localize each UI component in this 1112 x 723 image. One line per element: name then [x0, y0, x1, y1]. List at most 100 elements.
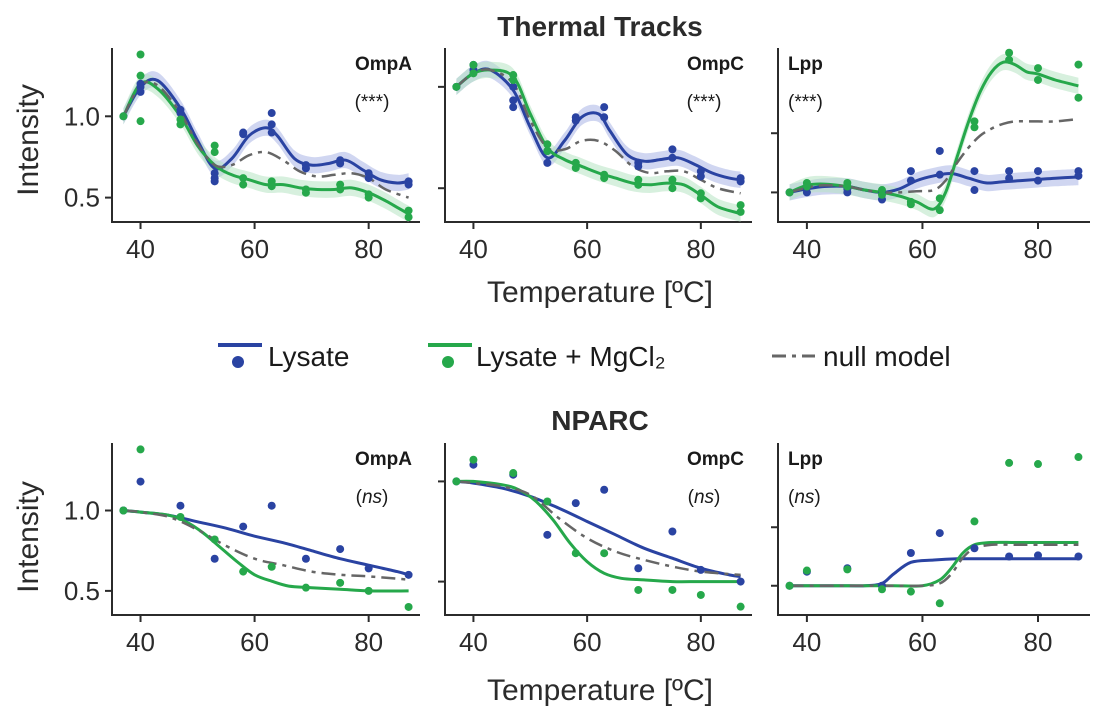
- data-point-mgcl2: [571, 549, 580, 558]
- data-point-mgcl2: [634, 180, 643, 189]
- data-point-lysate: [336, 545, 345, 554]
- legend: Lysate Lysate + MgCl₂ null model: [218, 341, 951, 372]
- x-tick-label: 40: [792, 627, 821, 657]
- data-point-lysate: [600, 103, 609, 112]
- data-point-lysate: [634, 162, 643, 171]
- x-tick-label: 60: [240, 234, 269, 264]
- data-point-lysate: [843, 188, 852, 197]
- data-point-mgcl2: [668, 175, 677, 184]
- axes-bottom-ompc: [444, 443, 752, 616]
- data-point-lysate: [364, 564, 373, 573]
- series-line-mgcl2: [123, 509, 409, 593]
- data-point-mgcl2: [119, 112, 128, 121]
- data-point-mgcl2: [802, 566, 811, 575]
- x-tick-label: 60: [573, 627, 602, 657]
- data-point-mgcl2: [970, 517, 979, 526]
- x-tick-label: 60: [908, 627, 937, 657]
- axes-top-ompc: [444, 48, 752, 223]
- series-line-null_model: [455, 68, 741, 195]
- data-point-mgcl2: [543, 497, 552, 506]
- panel-top-ompa: 40 60 80 0.5 1.0 OmpA (***): [64, 48, 420, 264]
- legend-mgcl2-label: Lysate + MgCl₂: [476, 341, 666, 372]
- data-point-mgcl2: [785, 581, 794, 590]
- data-point-lysate: [696, 172, 705, 181]
- data-point-mgcl2: [210, 535, 219, 544]
- data-point-lysate: [696, 565, 705, 574]
- data-point-lysate: [301, 164, 310, 173]
- thermal-tracks-panels: 40 60 80 0.5 1.0 OmpA (***) 40 60 80 OmpC (***) 40 60…: [64, 48, 1090, 264]
- data-point-mgcl2: [364, 586, 373, 595]
- legend-lysate-label: Lysate: [268, 341, 349, 372]
- nparc-title: NPARC: [551, 405, 648, 436]
- panel-significance-bottom-ompa: (ns): [356, 487, 389, 508]
- data-point-lysate: [970, 167, 979, 176]
- x-tick-label: 60: [573, 234, 602, 264]
- data-point-lysate: [404, 180, 413, 189]
- data-point-mgcl2: [696, 194, 705, 203]
- data-point-mgcl2: [210, 148, 219, 157]
- data-point-lysate: [136, 79, 145, 88]
- data-point-mgcl2: [469, 69, 478, 78]
- data-point-mgcl2: [878, 190, 886, 199]
- data-point-lysate: [1005, 167, 1014, 176]
- data-point-mgcl2: [935, 599, 944, 608]
- data-point-lysate: [543, 158, 552, 167]
- data-point-mgcl2: [364, 193, 373, 202]
- axes-bottom-lpp: [777, 443, 1090, 616]
- data-point-mgcl2: [239, 180, 248, 189]
- data-point-lysate: [509, 96, 518, 105]
- series-line-null_model: [789, 543, 1079, 588]
- data-point-mgcl2: [1005, 48, 1014, 57]
- series-line-lysate: [123, 509, 410, 577]
- data-point-lysate: [600, 485, 609, 494]
- x-tick-label: 80: [686, 234, 715, 264]
- data-point-lysate: [136, 477, 145, 486]
- data-point-mgcl2: [600, 549, 609, 558]
- top-y-axis-label: Intensity: [12, 84, 45, 196]
- x-tick-label: 40: [459, 234, 488, 264]
- legend-null-model-label: null model: [823, 341, 951, 372]
- y-tick-label: 0.5: [64, 576, 100, 606]
- data-point-lysate: [935, 146, 944, 155]
- panel-top-ompc: 40 60 80 OmpC (***): [438, 48, 752, 264]
- data-point-mgcl2: [935, 194, 944, 203]
- nparc-panels: 40 60 80 0.5 1.0 OmpA (ns) 40 60 80 OmpC (ns) 40 60 80…: [64, 443, 1090, 657]
- panel-bottom-ompc: 40 60 80 OmpC (ns): [438, 443, 752, 657]
- x-tick-label: 80: [354, 627, 383, 657]
- panel-title-top-ompa: OmpA: [355, 54, 412, 75]
- data-point-lysate: [1034, 551, 1042, 560]
- data-point-lysate: [267, 128, 276, 137]
- data-point-lysate: [668, 153, 677, 162]
- data-point-mgcl2: [1005, 55, 1014, 64]
- top-x-axis-label: Temperature [ºC]: [487, 276, 713, 309]
- data-point-lysate: [935, 170, 944, 179]
- data-point-mgcl2: [634, 585, 643, 594]
- data-point-lysate: [336, 159, 345, 168]
- legend-mgcl2-dot: [442, 356, 454, 368]
- axes-bottom-ompa: [111, 443, 420, 616]
- axes-top-ompa: [111, 48, 420, 223]
- data-point-mgcl2: [668, 184, 677, 193]
- data-point-lysate: [1074, 171, 1083, 180]
- data-point-mgcl2: [1034, 64, 1042, 73]
- data-point-mgcl2: [696, 590, 705, 599]
- data-point-mgcl2: [906, 200, 915, 209]
- data-point-lysate: [1005, 552, 1014, 561]
- data-point-mgcl2: [301, 188, 310, 197]
- data-point-mgcl2: [970, 123, 979, 132]
- panel-title-bottom-lpp: Lpp: [788, 449, 823, 470]
- data-point-mgcl2: [571, 163, 580, 172]
- panel-title-top-ompc: OmpC: [687, 54, 744, 75]
- data-point-mgcl2: [736, 207, 745, 216]
- data-point-lysate: [970, 186, 979, 195]
- data-point-mgcl2: [210, 141, 219, 150]
- panel-bottom-lpp: 40 60 80 Lpp (ns): [771, 443, 1090, 657]
- panel-significance-bottom-lpp: (ns): [788, 487, 821, 508]
- data-point-mgcl2: [136, 50, 145, 59]
- data-point-lysate: [509, 103, 518, 112]
- data-point-lysate: [668, 145, 677, 154]
- x-tick-label: 80: [1024, 627, 1053, 657]
- data-point-mgcl2: [802, 182, 811, 191]
- bottom-x-axis-label: Temperature [ºC]: [487, 674, 713, 707]
- data-point-lysate: [239, 522, 248, 531]
